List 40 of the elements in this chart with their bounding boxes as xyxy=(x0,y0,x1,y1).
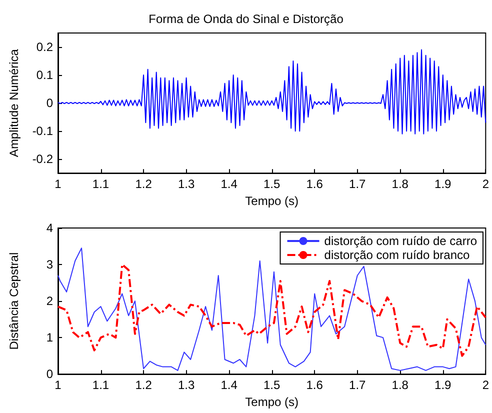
line-series xyxy=(57,264,487,357)
legend-label: distorção com ruído de carro xyxy=(324,234,478,248)
x-tick-label: 1.7 xyxy=(349,177,366,192)
x-tick-label: 1.8 xyxy=(392,177,409,192)
x-tick-label: 1.1 xyxy=(92,378,110,392)
x-tick-label: 1.8 xyxy=(392,378,409,392)
x-tick-label: 1.6 xyxy=(306,177,324,192)
y-tick-label: -0.1 xyxy=(32,124,54,138)
x-tick-label: 1.2 xyxy=(135,378,152,392)
x-tick-label: 2 xyxy=(482,378,490,392)
x-tick-label: 1.7 xyxy=(349,378,366,392)
y-tick-label: 0 xyxy=(46,367,54,382)
legend-label: distorção com ruído branco xyxy=(324,248,470,262)
x-tick-label: 1.5 xyxy=(263,177,280,192)
x-tick-label: 1.2 xyxy=(135,177,152,192)
y-axis-title: Amplitude Numérica xyxy=(7,48,21,158)
x-axis-title: Tempo (s) xyxy=(245,194,299,208)
y-tick-label: 4 xyxy=(46,221,54,235)
y-tick-label: 0 xyxy=(46,96,54,110)
y-tick-label: 2 xyxy=(46,294,54,308)
y-tick-label: 3 xyxy=(46,258,54,272)
x-tick-label: 1.5 xyxy=(263,378,280,392)
line-series xyxy=(58,49,486,134)
chart-title: Forma de Onda do Sinal e Distorção xyxy=(148,12,344,26)
x-tick-label: 1.9 xyxy=(434,378,452,392)
x-tick-label: 1.6 xyxy=(306,378,324,392)
x-axis-title: Tempo (s) xyxy=(245,395,299,409)
x-tick-label: 1.4 xyxy=(220,378,238,392)
x-tick-label: 2 xyxy=(482,177,490,192)
x-tick-label: 1.1 xyxy=(92,177,110,192)
y-axis-title: Distância Cepstral xyxy=(7,252,21,350)
y-tick-label: 1 xyxy=(46,330,54,345)
x-tick-label: 1.3 xyxy=(178,378,195,392)
y-tick-label: 0.2 xyxy=(36,40,54,54)
x-tick-label: 1.4 xyxy=(220,177,238,192)
y-tick-label: -0.2 xyxy=(32,152,54,166)
x-tick-label: 1.3 xyxy=(178,177,195,192)
y-tick-label: 0.1 xyxy=(36,68,54,82)
line-series xyxy=(58,248,486,371)
x-tick-label: 1.9 xyxy=(434,177,452,192)
